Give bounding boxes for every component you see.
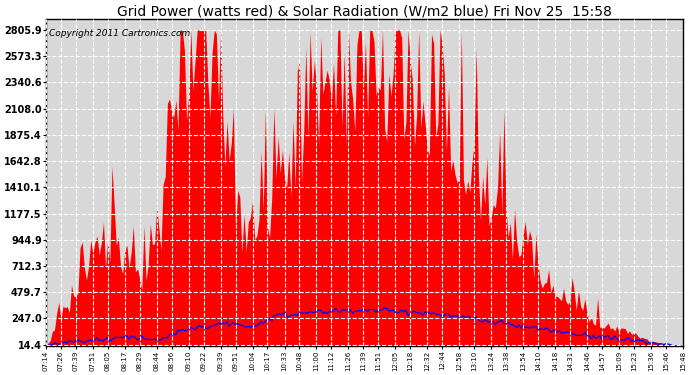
Text: Copyright 2011 Cartronics.com: Copyright 2011 Cartronics.com bbox=[49, 29, 190, 38]
Title: Grid Power (watts red) & Solar Radiation (W/m2 blue) Fri Nov 25  15:58: Grid Power (watts red) & Solar Radiation… bbox=[117, 4, 612, 18]
